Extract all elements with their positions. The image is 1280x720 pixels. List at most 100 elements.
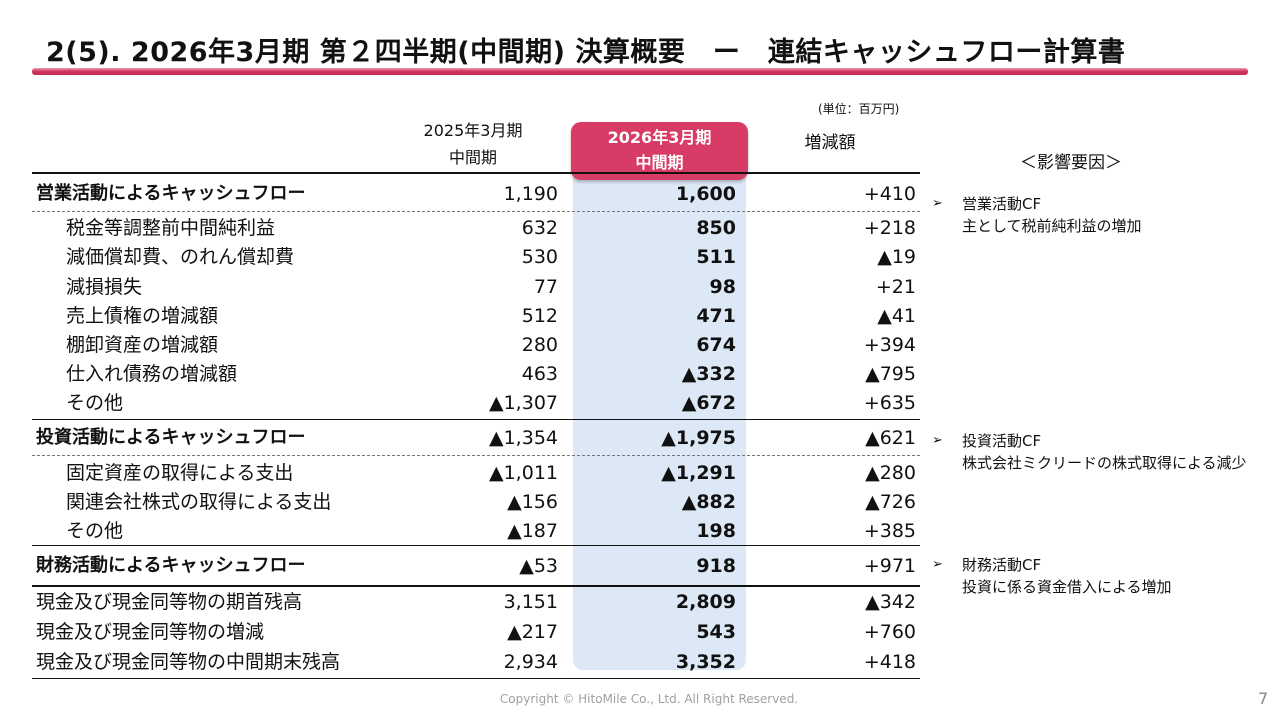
note-title: 営業活動CF	[962, 195, 1042, 213]
row-value-current: ▲672	[681, 392, 736, 414]
table-row: 減価償却費、のれん償却費 530 511 ▲19	[32, 243, 920, 271]
table-row: 現金及び現金同等物の期首残高 3,151 2,809 ▲342	[32, 588, 920, 616]
column-header-current-line1: 2026年3月期	[607, 128, 712, 147]
row-value-current: ▲332	[681, 363, 736, 385]
row-value-diff: +760	[863, 621, 916, 643]
row-value-current: 674	[696, 334, 736, 356]
copyright-footer: Copyright © HitoMile Co., Ltd. All Right…	[499, 692, 799, 706]
row-value-prev: ▲217	[507, 621, 558, 643]
row-value-current: ▲882	[681, 491, 736, 513]
note-title: 財務活動CF	[962, 556, 1042, 574]
row-label: 売上債権の増減額	[66, 305, 219, 327]
row-value-prev: 463	[521, 363, 558, 385]
row-value-current: 2,809	[675, 591, 736, 613]
row-value-diff: +21	[875, 276, 916, 298]
row-label: 減損損失	[66, 276, 143, 298]
note-text: 株式会社ミクリードの株式取得による減少	[962, 454, 1247, 472]
unit-label: (単位：百万円)	[818, 102, 900, 116]
row-value-current: 543	[696, 621, 736, 643]
table-row: その他 ▲1,307 ▲672 +635	[32, 389, 920, 417]
table-row: 固定資産の取得による支出 ▲1,011 ▲1,291 ▲280	[32, 459, 920, 487]
row-value-diff: +635	[863, 392, 916, 414]
row-label: 関連会社株式の取得による支出	[66, 491, 332, 513]
row-value-prev: ▲1,307	[488, 392, 558, 414]
column-header-diff: 増減額	[804, 133, 856, 153]
row-value-prev: ▲187	[507, 520, 558, 542]
row-value-diff: ▲795	[865, 363, 916, 385]
column-header-current: 2026年3月期 中間期	[571, 122, 748, 180]
table-row: 棚卸資産の増減額 280 674 +394	[32, 331, 920, 359]
arrow-bullet-icon: ➢	[932, 557, 943, 572]
row-value-prev: ▲53	[519, 555, 558, 577]
row-value-diff: +418	[863, 651, 916, 673]
row-label: 仕入れ債務の増減額	[66, 363, 238, 385]
row-label: その他	[66, 520, 124, 542]
table-row: 現金及び現金同等物の増減 ▲217 543 +760	[32, 618, 920, 646]
table-row: 仕入れ債務の増減額 463 ▲332 ▲795	[32, 360, 920, 388]
page-number: 7	[1258, 689, 1269, 708]
section-rule	[32, 545, 920, 546]
row-value-diff: ▲280	[865, 462, 916, 484]
row-value-diff: +394	[863, 334, 916, 356]
row-value-diff: +971	[863, 555, 916, 577]
note-title: 投資活動CF	[962, 432, 1042, 450]
row-value-prev: 1,190	[503, 183, 558, 205]
table-row: 関連会社株式の取得による支出 ▲156 ▲882 ▲726	[32, 488, 920, 516]
row-value-prev: ▲1,354	[488, 427, 558, 449]
row-label: 投資活動によるキャッシュフロー	[36, 427, 306, 448]
row-value-prev: 3,151	[503, 591, 558, 613]
row-value-diff: ▲342	[865, 591, 916, 613]
row-value-prev: 77	[533, 276, 558, 298]
row-label: 棚卸資産の増減額	[66, 334, 219, 356]
row-value-current: 511	[696, 246, 736, 268]
table-row: その他 ▲187 198 +385	[32, 517, 920, 545]
highlight-column	[573, 147, 746, 670]
row-value-prev: 2,934	[503, 651, 558, 673]
column-header-prev-line1: 2025年3月期	[423, 121, 523, 140]
section-rule	[32, 585, 920, 587]
page-title: 2(5). 2026年3月期 第２四半期(中間期) 決算概要 ー 連結キャッシュ…	[46, 37, 1126, 68]
row-value-diff: ▲19	[877, 246, 916, 268]
table-row: 現金及び現金同等物の中間期末残高 2,934 3,352 +418	[32, 648, 920, 676]
row-label: 現金及び現金同等物の期首残高	[36, 591, 303, 613]
table-row: 減損損失 77 98 +21	[32, 273, 920, 301]
row-label: 税金等調整前中間純利益	[66, 217, 276, 239]
row-value-prev: 530	[521, 246, 558, 268]
column-header-prev-line2: 中間期	[448, 148, 497, 167]
row-value-diff: +385	[863, 520, 916, 542]
row-label: 減価償却費、のれん償却費	[66, 246, 295, 268]
arrow-bullet-icon: ➢	[932, 433, 943, 448]
row-value-diff: +410	[863, 183, 916, 205]
row-label: その他	[66, 392, 124, 414]
row-value-current: ▲1,291	[661, 462, 736, 484]
row-value-prev: ▲1,011	[488, 462, 558, 484]
row-divider	[32, 455, 920, 456]
section-rule	[32, 419, 920, 420]
row-value-current: 98	[709, 276, 736, 298]
row-label: 現金及び現金同等物の中間期末残高	[36, 651, 341, 673]
row-value-current: 918	[696, 555, 736, 577]
table-row: 税金等調整前中間純利益 632 850 +218	[32, 214, 920, 242]
row-value-prev: 512	[521, 305, 558, 327]
row-value-prev: 632	[521, 217, 558, 239]
arrow-bullet-icon: ➢	[932, 196, 943, 211]
note-text: 投資に係る資金借入による増加	[962, 578, 1172, 596]
note-text: 主として税前純利益の増加	[962, 217, 1142, 235]
table-row: 売上債権の増減額 512 471 ▲41	[32, 302, 920, 330]
row-value-diff: +218	[863, 217, 916, 239]
row-value-current: 850	[696, 217, 736, 239]
table-row-financing-cf: 財務活動によるキャッシュフロー ▲53 918 +971	[32, 552, 920, 580]
row-value-current: 1,600	[675, 183, 736, 205]
table-top-rule	[32, 172, 920, 174]
row-value-diff: ▲41	[877, 305, 916, 327]
factor-header: ＜影響要因＞	[1020, 153, 1122, 173]
title-underline	[32, 68, 1248, 75]
row-label: 営業活動によるキャッシュフロー	[36, 183, 306, 204]
row-value-diff: ▲726	[865, 491, 916, 513]
row-value-current: 3,352	[675, 651, 736, 673]
row-value-current: ▲1,975	[661, 427, 736, 449]
row-value-current: 471	[696, 305, 736, 327]
note-financing: ➢ 財務活動CF 投資に係る資金借入による増加	[932, 554, 1172, 598]
row-value-prev: 280	[521, 334, 558, 356]
row-divider	[32, 211, 920, 212]
